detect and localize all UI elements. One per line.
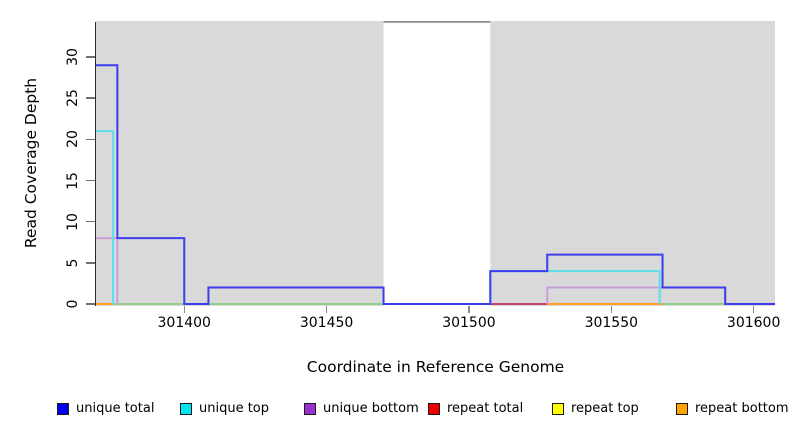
- y-tick-label: 25: [65, 89, 81, 108]
- x-tick-label: 301600: [726, 315, 781, 331]
- y-axis-title: Read Coverage Depth: [22, 77, 40, 249]
- series-unique-total: [96, 64, 775, 305]
- legend-swatch-icon: [552, 403, 564, 415]
- x-tick-label: 301400: [157, 315, 211, 331]
- x-tick-label: 301550: [584, 315, 639, 331]
- legend-swatch-icon: [676, 403, 688, 415]
- series-unique-bottom: [96, 237, 119, 304]
- x-tick-mark: [610, 306, 612, 313]
- legend-swatch-icon: [180, 403, 192, 415]
- y-tick-mark: [86, 220, 95, 223]
- x-tick-mark: [325, 306, 328, 313]
- y-axis-line: [94, 22, 96, 306]
- masked-region: [383, 21, 491, 306]
- legend-swatch-icon: [304, 403, 316, 415]
- y-tick-label: 15: [65, 171, 81, 190]
- legend-item-unique-top: unique top: [180, 402, 269, 416]
- x-tick-mark: [183, 306, 185, 313]
- y-tick-mark: [86, 97, 95, 99]
- legend-swatch-icon: [57, 403, 69, 415]
- legend-label: repeat bottom: [695, 401, 789, 416]
- legend-item-unique-total: unique total: [57, 402, 154, 416]
- y-tick-label: 0: [65, 299, 81, 309]
- y-tick-label: 20: [65, 130, 81, 149]
- legend-item-repeat-total: repeat total: [428, 402, 523, 416]
- legend-item-repeat-top: repeat top: [552, 402, 639, 416]
- legend-item-unique-bottom: unique bottom: [304, 402, 419, 416]
- y-tick-label: 5: [65, 258, 81, 268]
- series-unique-bottom: [546, 286, 727, 304]
- coverage-chart-svg: [96, 20, 775, 306]
- series-unique-top: [96, 130, 115, 304]
- y-tick-label: 10: [65, 212, 81, 231]
- legend-label: unique top: [199, 401, 270, 416]
- legend: unique total unique top unique bottom repea…: [0, 402, 792, 418]
- y-tick-mark: [86, 56, 95, 58]
- x-tick-label: 301450: [299, 315, 354, 331]
- x-tick-label: 301500: [442, 315, 496, 331]
- legend-label: repeat top: [571, 401, 639, 416]
- legend-item-repeat-bottom: repeat bottom: [676, 402, 789, 416]
- y-tick-mark: [86, 138, 95, 141]
- x-axis-title: Coordinate in Reference Genome: [306, 358, 565, 376]
- y-tick-mark: [86, 262, 95, 264]
- legend-label: unique total: [76, 401, 155, 416]
- x-tick-mark: [752, 306, 755, 313]
- plot-area: [96, 20, 775, 306]
- legend-label: repeat total: [447, 401, 524, 416]
- legend-label: unique bottom: [323, 401, 419, 416]
- y-tick-mark: [86, 179, 95, 182]
- y-tick-label: 30: [65, 48, 81, 66]
- y-tick-mark: [86, 303, 95, 305]
- x-tick-mark: [468, 306, 470, 313]
- legend-swatch-icon: [428, 403, 440, 415]
